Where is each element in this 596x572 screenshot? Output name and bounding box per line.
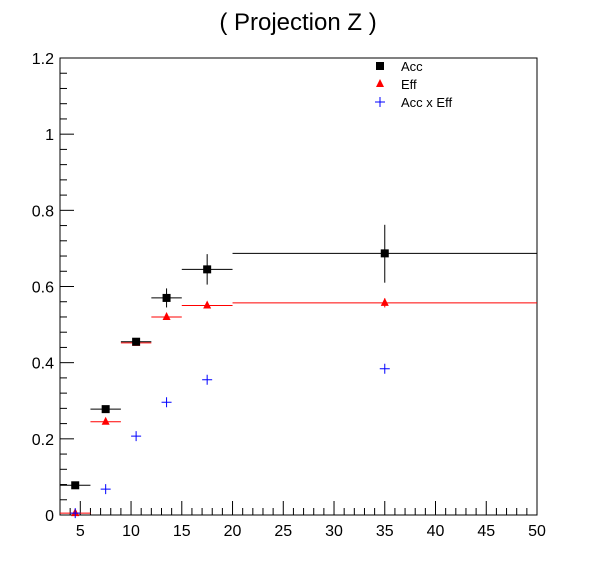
data-point bbox=[380, 297, 389, 306]
y-tick-label: 1.2 bbox=[32, 51, 54, 68]
y-tick-label: 0.4 bbox=[32, 356, 54, 373]
data-point bbox=[101, 416, 110, 425]
x-tick-label: 10 bbox=[122, 523, 140, 540]
data-point bbox=[100, 484, 111, 495]
x-tick-label: 50 bbox=[528, 523, 546, 540]
x-tick-label: 35 bbox=[376, 523, 394, 540]
data-point bbox=[203, 300, 212, 309]
data-point bbox=[161, 397, 172, 408]
data-point bbox=[162, 293, 171, 302]
series-acc bbox=[60, 224, 537, 490]
series-eff bbox=[60, 297, 537, 517]
x-tick-label: 30 bbox=[325, 523, 343, 540]
y-tick-label: 0.8 bbox=[32, 203, 54, 220]
data-point bbox=[203, 265, 212, 274]
x-tick-label: 40 bbox=[427, 523, 445, 540]
data-point bbox=[71, 481, 80, 490]
y-tick-label: 1 bbox=[45, 127, 54, 144]
y-tick-label: 0.6 bbox=[32, 280, 54, 297]
legend-label: Acc bbox=[401, 59, 423, 74]
legend-label: Eff bbox=[401, 77, 417, 92]
data-point bbox=[379, 363, 390, 374]
y-tick-label: 0.2 bbox=[32, 432, 54, 449]
data-point bbox=[131, 431, 142, 442]
data-point bbox=[132, 337, 141, 346]
x-tick-label: 25 bbox=[274, 523, 292, 540]
data-point bbox=[101, 405, 110, 414]
legend: Acc Eff Acc x Eff bbox=[375, 59, 452, 110]
data-point bbox=[380, 249, 389, 258]
legend-label: Acc x Eff bbox=[401, 95, 452, 110]
x-tick-label: 15 bbox=[173, 523, 191, 540]
chart-title: ( Projection Z ) bbox=[219, 9, 376, 36]
y-tick-label: 0 bbox=[45, 508, 54, 525]
x-tick-label: 5 bbox=[76, 523, 85, 540]
axis-ticks: 5 10 15 20 25 30 35 40 45 50 0 0.2 0.4 0.6 0.8 1 1.2 bbox=[32, 51, 546, 540]
data-point bbox=[70, 508, 81, 519]
x-tick-label: 45 bbox=[477, 523, 495, 540]
series-acc-x-eff bbox=[70, 363, 390, 519]
x-tick-label: 20 bbox=[224, 523, 242, 540]
data-point bbox=[162, 311, 171, 320]
legend-marker bbox=[375, 97, 385, 107]
data-point bbox=[202, 374, 213, 385]
data-marks bbox=[60, 224, 537, 519]
legend-marker bbox=[376, 62, 384, 70]
legend-marker bbox=[376, 79, 384, 87]
